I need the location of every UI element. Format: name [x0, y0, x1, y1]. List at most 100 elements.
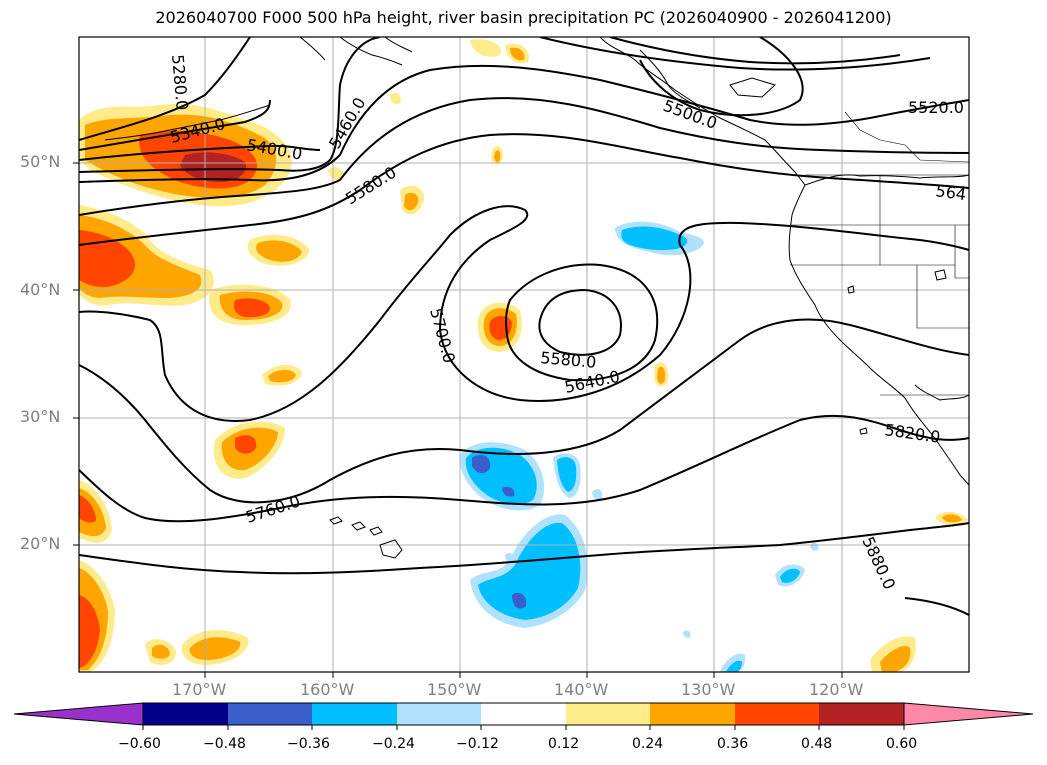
colorbar-bin [650, 703, 735, 725]
contour-5580-inner [538, 288, 622, 356]
anomaly-neg-small [780, 568, 800, 583]
colorbar [13, 702, 1034, 730]
colorbar-tick-label: 0.12 [548, 736, 580, 752]
anomaly-small [328, 167, 343, 180]
colorbar-extend-min [13, 702, 144, 726]
anomaly-nw-core [180, 152, 247, 182]
anomaly-west-spot [256, 240, 302, 262]
lat-label-20n: 20°N [20, 534, 61, 553]
colorbar-extend-max [903, 702, 1034, 726]
lat-label-40n: 40°N [20, 280, 61, 299]
lon-label-120w: 120°W [809, 680, 864, 699]
anomaly-west [79, 230, 135, 288]
contour-5280 [79, 37, 251, 141]
colorbar-bin [143, 703, 228, 725]
colorbar-tick-label: 0.48 [801, 736, 833, 752]
anomaly-small [470, 39, 501, 57]
alaska-coast [339, 37, 403, 66]
north-america-coast [914, 384, 969, 401]
colorbar-bin [566, 703, 650, 725]
anomaly-small [404, 192, 419, 211]
anomaly-neg-south [478, 522, 581, 620]
lon-label-150w: 150°W [427, 680, 482, 699]
contour-5820 [79, 414, 969, 523]
colorbar-tick-label: −0.48 [203, 736, 246, 752]
colorbar-tick-label: 0.24 [632, 736, 664, 752]
contour-5580-outer [79, 97, 969, 216]
island [859, 427, 868, 435]
negative-anomaly-areas [459, 221, 819, 672]
contour-5460 [79, 37, 381, 173]
anomaly-se [942, 514, 962, 523]
hawaii [379, 539, 403, 559]
island [847, 285, 855, 294]
island [729, 77, 776, 98]
aleutian-coast [104, 104, 271, 141]
anomaly-far-sw [79, 595, 100, 668]
anomaly-small [510, 47, 525, 61]
lon-label-130w: 130°W [681, 680, 736, 699]
positive-anomaly-areas [79, 39, 968, 672]
anomaly-neg-ne [621, 226, 688, 251]
colorbar-ticks [142, 725, 905, 730]
anomaly-neg-small [505, 552, 515, 564]
map-frame [78, 36, 970, 673]
hawaii [369, 526, 383, 536]
lat-label-50n: 50°N [20, 152, 61, 171]
anomaly-south [152, 644, 170, 659]
contour-label: 5280.0 [168, 54, 192, 111]
contour-5760 [79, 318, 969, 504]
anomaly-neg-small [592, 489, 603, 500]
state-border [916, 265, 969, 329]
island [934, 269, 947, 281]
contour-5640-inner [505, 263, 659, 382]
colorbar-bin [481, 703, 566, 725]
colorbar-bin [312, 703, 397, 725]
lon-label-140w: 140°W [554, 680, 609, 699]
anomaly-se [880, 645, 911, 672]
anomaly-neg-center [472, 455, 491, 474]
axis-ticks [73, 162, 843, 678]
contour-5460-north [539, 37, 931, 71]
colorbar-bin [735, 703, 819, 725]
colorbar-tick-label: −0.24 [372, 736, 415, 752]
alaska-coast [384, 37, 413, 53]
anomaly-neg-center [502, 486, 515, 497]
hawaii [351, 521, 366, 531]
anomaly-small [268, 369, 296, 383]
colorbar-tick-label: 0.60 [886, 736, 918, 752]
map-title: 2026040700 F000 500 hPa height, river ba… [155, 8, 892, 27]
state-border [954, 225, 969, 279]
anomaly-neg-small [683, 630, 691, 638]
colorbar-tick-label: −0.36 [287, 736, 330, 752]
contour-5880-east [904, 597, 969, 616]
anomaly-south [189, 637, 241, 660]
contour-5880 [79, 522, 969, 575]
contour-5340 [79, 99, 271, 151]
contour-label: 564 [934, 181, 967, 204]
hawaii [329, 516, 343, 525]
anomaly-small [494, 150, 501, 163]
anomaly-small [657, 366, 666, 384]
anomaly-neg-center [557, 457, 577, 492]
colorbar-tick-label: 0.36 [717, 736, 749, 752]
colorbar-bin [397, 703, 481, 725]
contour-5400-north [609, 37, 901, 65]
colorbar-bin [819, 703, 904, 725]
contour-5520 [79, 64, 969, 183]
lon-label-160w: 160°W [300, 680, 355, 699]
contour-5400 [79, 144, 321, 161]
anomaly-neg-small [726, 660, 742, 672]
colorbar-frame [142, 702, 905, 726]
lon-label-170w: 170°W [172, 680, 227, 699]
anomaly-small [389, 92, 401, 104]
colorbar-tick-label: −0.60 [118, 736, 161, 752]
height-contours [79, 37, 969, 616]
contour-5640-outer [79, 133, 969, 246]
contour-label: 5520.0 [908, 98, 964, 117]
lat-label-30n: 30°N [20, 407, 61, 426]
political-borders [790, 111, 969, 396]
colorbar-tick-label: −0.12 [456, 736, 499, 752]
alaska-coast [299, 37, 326, 61]
